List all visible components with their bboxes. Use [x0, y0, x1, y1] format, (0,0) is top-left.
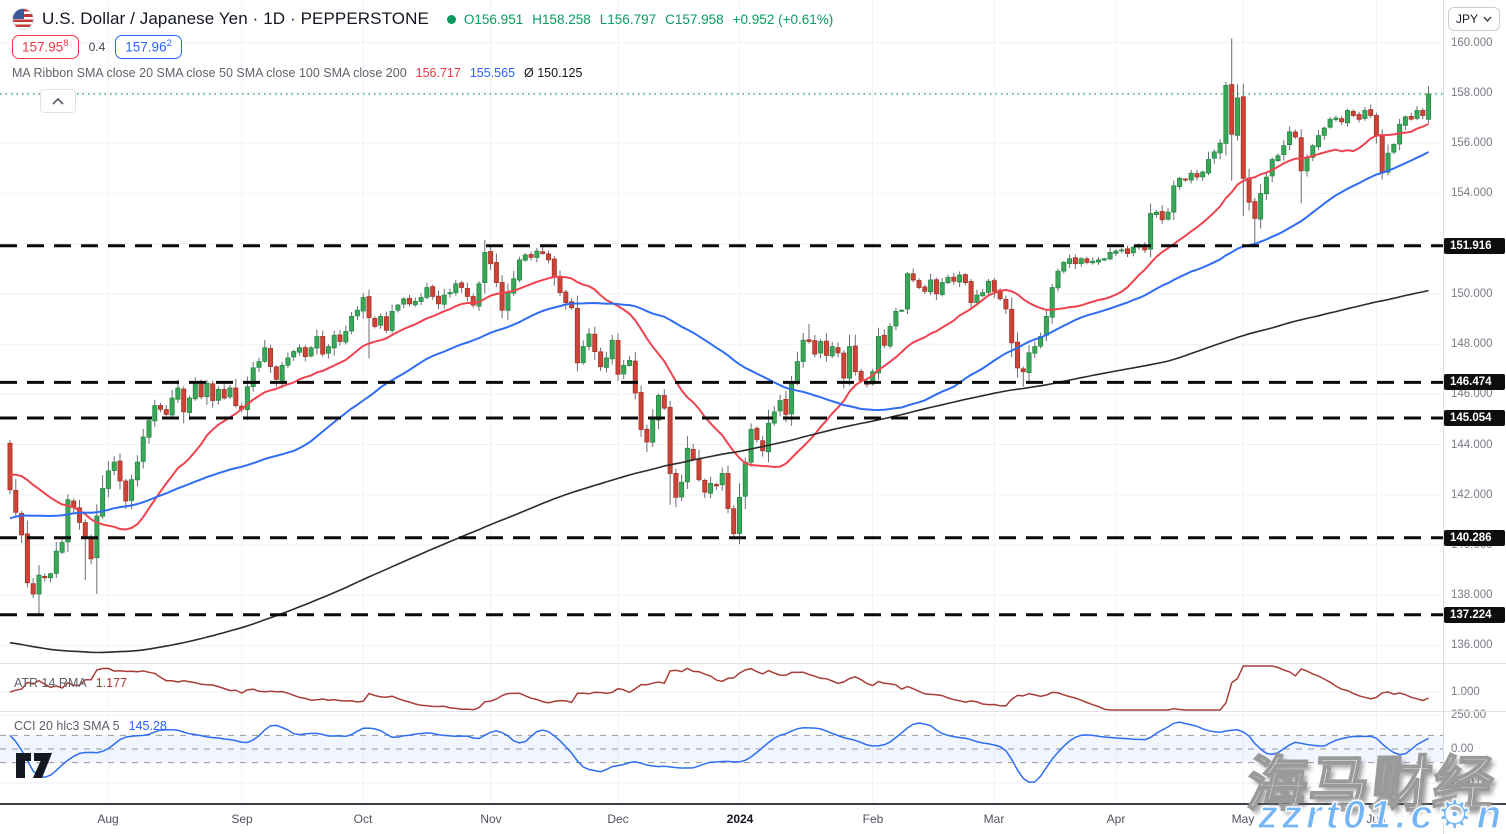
cci-tick-label: 0.00 [1451, 743, 1474, 755]
change-value: +0.952 (+0.61%) [732, 11, 834, 27]
sma-average-value: Ø 150.125 [524, 66, 583, 80]
price-level-badge[interactable]: 146.474 [1444, 374, 1505, 390]
market-status-icon [446, 14, 456, 24]
symbol-title[interactable]: U.S. Dollar / Japanese Yen · 1D · PEPPER… [42, 9, 429, 28]
cci-line[interactable] [9, 721, 1429, 784]
high-value: H158.258 [532, 11, 591, 27]
legend-collapse-button[interactable] [40, 89, 76, 113]
chevron-down-icon [1483, 16, 1492, 22]
price-tick-label: 150.000 [1451, 288, 1493, 300]
close-value: C157.958 [665, 11, 724, 27]
ma-ribbon-legend[interactable]: MA Ribbon SMA close 20 SMA close 50 SMA … [12, 66, 582, 80]
atr-value: 1.177 [95, 676, 127, 690]
time-tick-label: Apr [1106, 812, 1126, 826]
atr-label[interactable]: ATR 14 RMA [14, 676, 87, 690]
time-tick-label: 2024 [726, 812, 754, 826]
cci-label[interactable]: CCI 20 hlc3 SMA 5 [14, 719, 120, 733]
price-tick-label: 158.000 [1451, 87, 1493, 99]
time-tick-label: May [1231, 812, 1255, 826]
time-tick-label: Jun [1366, 812, 1386, 826]
tradingview-logo[interactable] [16, 752, 52, 779]
price-axis[interactable]: JPY 160.000158.000156.000154.000152.0001… [1443, 0, 1506, 803]
ma-ribbon-label[interactable]: MA Ribbon SMA close 20 SMA close 50 SMA … [12, 66, 407, 80]
price-tick-label: 160.000 [1451, 37, 1493, 49]
price-level-badge[interactable]: 151.916 [1444, 238, 1505, 254]
candles [7, 38, 1432, 614]
sma50-value: 155.565 [469, 66, 516, 80]
price-tick-label: 146.000 [1451, 388, 1493, 400]
price-tick-label: 148.000 [1451, 338, 1493, 350]
price-tick-label: 156.000 [1451, 137, 1493, 149]
time-tick-label: Aug [97, 812, 119, 826]
sell-button[interactable]: 157.958 [12, 35, 79, 59]
sma200-line[interactable] [9, 289, 1429, 654]
buy-button[interactable]: 157.962 [115, 35, 182, 59]
currency-dropdown[interactable]: JPY [1448, 7, 1500, 31]
cci-value: 145.28 [128, 719, 167, 733]
time-tick-label: Feb [862, 812, 884, 826]
timeframe-label[interactable]: 1D [263, 9, 286, 28]
broker-label: PEPPERSTONE [300, 9, 429, 28]
price-tick-label: 136.000 [1451, 639, 1493, 651]
separator-dot: · [289, 9, 296, 28]
atr-tick-label: 1.000 [1451, 686, 1480, 698]
currency-label: JPY [1456, 12, 1479, 26]
low-value: L156.797 [599, 11, 657, 27]
cci-tick-label: -250.00 [1451, 777, 1491, 789]
axis-corner [1443, 803, 1506, 834]
price-level-badge[interactable]: 145.054 [1444, 410, 1505, 426]
ohlc-readout: O156.951 H158.258 L156.797 C157.958 +0.9… [464, 12, 833, 27]
quote-row: 157.958 0.4 157.962 [12, 35, 182, 59]
price-tick-label: 154.000 [1451, 187, 1493, 199]
sma20-value: 156.717 [415, 66, 461, 80]
chart-canvas[interactable] [0, 0, 1443, 803]
time-tick-label: Oct [353, 812, 373, 826]
spread-value: 0.4 [88, 39, 106, 54]
time-tick-label: Sep [231, 812, 253, 826]
symbol-legend[interactable]: U.S. Dollar / Japanese Yen · 1D · PEPPER… [12, 8, 833, 30]
price-level-badge[interactable]: 137.224 [1444, 607, 1505, 623]
price-tick-label: 144.000 [1451, 439, 1493, 451]
time-tick-label: Nov [480, 812, 502, 826]
price-tick-label: 138.000 [1451, 589, 1493, 601]
sma20-line[interactable] [9, 123, 1429, 531]
chart-svg[interactable] [0, 0, 1443, 803]
us-flag-icon [12, 8, 34, 30]
time-axis[interactable]: Aug Sep Oct Nov Dec 2024 Feb Mar Apr May Jun [0, 803, 1443, 834]
sma50-line[interactable] [9, 151, 1429, 520]
axis-pane-divider [1444, 663, 1506, 664]
atr-legend[interactable]: ATR 14 RMA 1.177 [14, 676, 127, 690]
separator-dot: · [252, 9, 259, 28]
price-level-badge[interactable]: 140.286 [1444, 530, 1505, 546]
open-value: O156.951 [463, 11, 524, 27]
cci-tick-label: 250.00 [1451, 709, 1487, 721]
time-tick-label: Dec [607, 812, 629, 826]
chevron-up-icon [52, 97, 64, 105]
atr-line[interactable] [9, 665, 1429, 711]
time-tick-label: Mar [983, 812, 1005, 826]
price-tick-label: 142.000 [1451, 489, 1493, 501]
cci-legend[interactable]: CCI 20 hlc3 SMA 5 145.28 [14, 719, 167, 733]
axis-pane-divider [1444, 711, 1506, 712]
